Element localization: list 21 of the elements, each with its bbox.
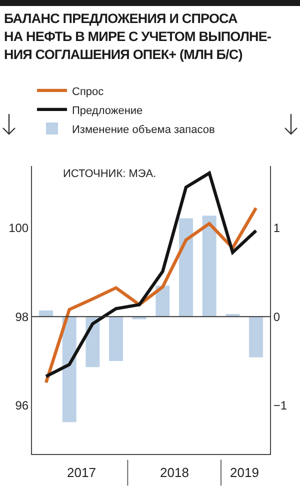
bar [249,316,263,358]
line-series [44,171,258,378]
y-tick-label: 96 [15,398,29,412]
y2-tick-label: −1 [273,398,288,412]
bar [202,216,216,317]
y-tick-label: 98 [15,310,29,324]
legend-label: Изменение объема запасов [72,124,215,136]
text: 2017 [67,465,96,480]
legend-label: Предложение [72,104,143,117]
bar [62,316,76,422]
bar [179,218,193,317]
y2-tick-label: 0 [273,310,280,324]
legend-label: Спрос [72,86,104,98]
text: 2019 [230,465,259,480]
annotation: ИСТОЧНИК: МЭА. [63,168,156,180]
line-series [44,206,258,384]
chart-title: БАЛАНС ПРЕДЛОЖЕНИЯ И СПРОСА НА НЕФТЬ В МИРЕ С УЧЕТОМ ВЫПОЛНЕ- НИЯ СОГЛАШЕНИЯ ОПЕК+ (МЛН Б/С) [0,0,300,64]
y2-tick-label: 1 [273,221,280,236]
bar [109,316,123,361]
text: 2018 [160,465,189,480]
y-tick-label: 100 [8,221,29,236]
